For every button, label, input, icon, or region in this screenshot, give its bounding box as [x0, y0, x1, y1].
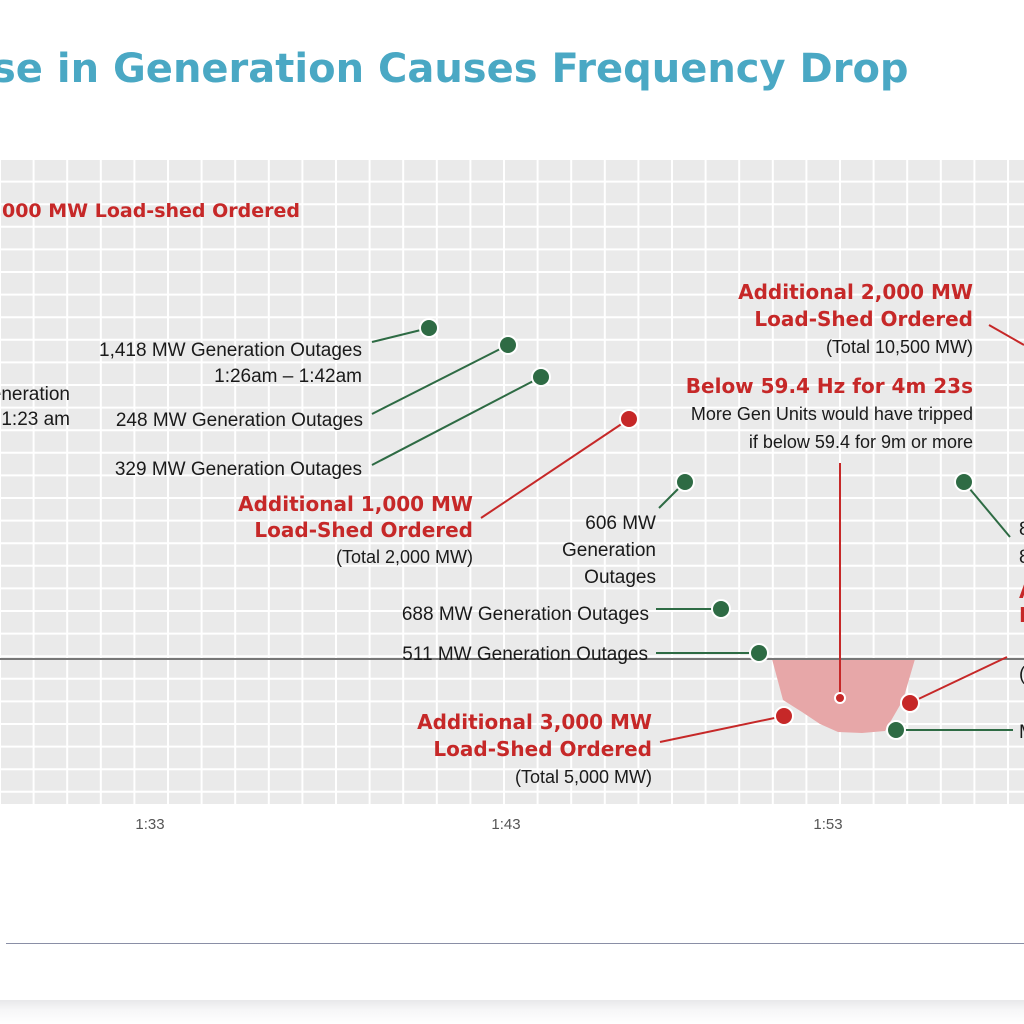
annotation-label: Generation	[562, 540, 656, 561]
annotation-label: A	[1019, 579, 1024, 603]
leader-line	[909, 656, 1008, 704]
outage-marker	[419, 318, 439, 338]
leader-line	[371, 376, 542, 466]
annotation-loadshed-2000: Additional 2,000 MW Load-Shed Ordered (Tot…	[738, 280, 1024, 357]
x-tick-label: 1:53	[813, 816, 842, 833]
annotation-right-paren: (	[900, 656, 1024, 713]
annotation-right-i: I	[1019, 603, 1024, 627]
leader-line	[988, 324, 1024, 346]
loadshed-marker	[834, 692, 846, 704]
chart-title: se in Generation Causes Frequency Drop	[0, 46, 909, 92]
annotation-label: Load-Shed Ordered	[754, 307, 973, 331]
annotation-gen-left: eneration 1:23 am	[0, 384, 70, 430]
annotation-label: Additional 3,000 MW	[417, 710, 652, 734]
annotation-label: Outages	[584, 567, 656, 588]
loadshed-marker	[619, 409, 639, 429]
outage-marker	[886, 720, 906, 740]
bottom-divider	[6, 943, 1024, 944]
annotation-label: I	[1019, 603, 1024, 627]
outage-marker	[954, 472, 974, 492]
annotation-right-a: A	[1019, 579, 1024, 603]
leader-line	[480, 418, 630, 519]
annotation-loadshed-top: ,000 MW Load-shed Ordered	[0, 200, 300, 222]
annotation-gen-329: 329 MW Generation Outages	[115, 367, 551, 480]
outage-marker	[531, 367, 551, 387]
outage-marker	[900, 693, 920, 713]
annotation-label: 8	[1019, 547, 1024, 568]
leader-line	[371, 344, 509, 415]
annotation-right-m: M	[886, 720, 1024, 743]
outage-marker	[675, 472, 695, 492]
annotation-below-594: Below 59.4 Hz for 4m 23s More Gen Units w…	[686, 374, 973, 704]
annotation-note: if below 59.4 for 9m or more	[749, 432, 973, 452]
annotation-label: 511 MW Generation Outages	[402, 644, 648, 665]
annotation-label: Additional 1,000 MW	[238, 492, 473, 516]
gridlines	[0, 158, 1024, 804]
annotation-gen-606: 606 MW Generation Outages	[562, 472, 695, 588]
annotation-label: 248 MW Generation Outages	[116, 410, 363, 431]
leader-line	[659, 715, 785, 743]
annotation-note: (Total 2,000 MW)	[336, 547, 473, 567]
annotation-label: Below 59.4 Hz for 4m 23s	[686, 374, 973, 398]
annotation-label: Load-Shed Ordered	[254, 518, 473, 542]
leader-line	[963, 481, 1011, 538]
annotation-label: 8	[1019, 519, 1024, 540]
x-tick-label: 1:33	[135, 816, 164, 833]
annotation-gen-688: 688 MW Generation Outages	[402, 599, 731, 625]
annotation-loadshed-3000: Additional 3,000 MW Load-Shed Ordered (Tot…	[417, 706, 794, 787]
outage-marker	[711, 599, 731, 619]
annotation-label: 1:26am – 1:42am	[214, 366, 362, 387]
annotation-gen-511: 511 MW Generation Outages	[402, 643, 769, 665]
outage-marker	[498, 335, 518, 355]
annotation-label: eneration	[0, 384, 70, 405]
annotation-right-8a: 8	[954, 472, 1024, 540]
annotation-label: ,000 MW Load-shed Ordered	[0, 200, 300, 222]
annotation-label: Additional 2,000 MW	[738, 280, 973, 304]
annotation-note: More Gen Units would have tripped	[691, 404, 973, 424]
annotation-gen-248: 248 MW Generation Outages	[116, 335, 518, 431]
annotation-right-8b: 8	[1019, 547, 1024, 568]
annotation-note: (Total 5,000 MW)	[515, 767, 652, 787]
annotation-gen-1418: 1,418 MW Generation Outages 1:26am – 1:42…	[99, 318, 439, 387]
bottom-strip	[0, 1000, 1024, 1024]
loadshed-marker	[774, 706, 794, 726]
annotation-label: 1,418 MW Generation Outages	[99, 340, 362, 361]
annotation-label: 606 MW	[585, 513, 656, 534]
annotation-label: (	[1019, 664, 1024, 685]
annotation-label: 1:23 am	[1, 409, 70, 430]
x-tick-label: 1:43	[491, 816, 520, 833]
outage-marker	[749, 643, 769, 663]
annotation-label: 329 MW Generation Outages	[115, 459, 362, 480]
annotation-label: M	[1019, 722, 1024, 743]
annotation-label: 688 MW Generation Outages	[402, 604, 649, 625]
annotation-note: (Total 10,500 MW)	[826, 337, 973, 357]
annotation-label: Load-Shed Ordered	[433, 737, 652, 761]
